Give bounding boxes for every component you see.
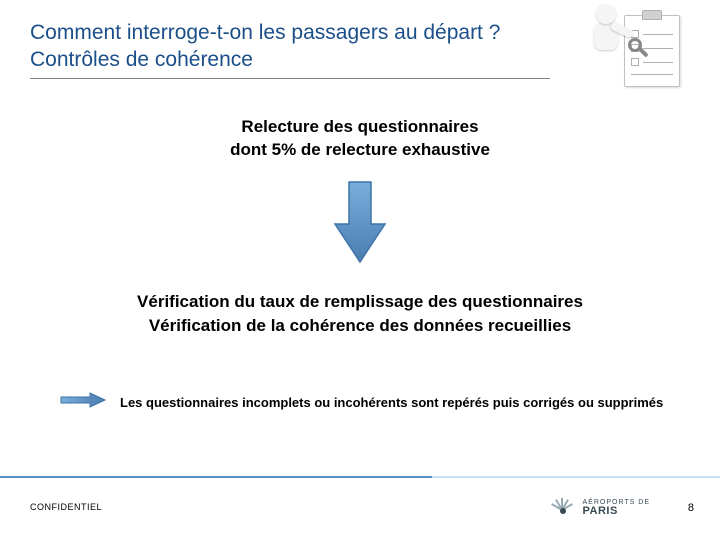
mannequin-icon [582, 4, 630, 78]
slide-title: Comment interroge-t-on les passagers au … [30, 20, 590, 74]
conclusion-row: Les questionnaires incomplets ou incohér… [60, 392, 680, 413]
logo-text-bottom: PARIS [583, 506, 651, 517]
step2-block: Vérification du taux de remplissage des … [40, 290, 680, 338]
title-underline [30, 78, 550, 79]
right-arrow-icon [60, 392, 106, 413]
conclusion-text: Les questionnaires incomplets ou incohér… [120, 395, 663, 410]
down-arrow-icon [333, 180, 387, 269]
step1-block: Relecture des questionnaires dont 5% de … [60, 116, 660, 162]
footer-divider [0, 476, 720, 478]
page-number: 8 [688, 502, 694, 514]
confidential-label: CONFIDENTIEL [30, 502, 102, 512]
logo-text: AÉROPORTS DE PARIS [583, 499, 651, 517]
logo-mark-icon [549, 498, 577, 518]
slide: Comment interroge-t-on les passagers au … [0, 0, 720, 540]
title-line-2: Contrôles de cohérence [30, 47, 590, 74]
step1-line2: dont 5% de relecture exhaustive [60, 139, 660, 162]
corner-illustration [590, 10, 680, 90]
step2-line1: Vérification du taux de remplissage des … [40, 290, 680, 314]
step1-line1: Relecture des questionnaires [60, 116, 660, 139]
step2-line2: Vérification de la cohérence des données… [40, 314, 680, 338]
title-line-1: Comment interroge-t-on les passagers au … [30, 20, 590, 47]
brand-logo: AÉROPORTS DE PARIS [549, 498, 651, 518]
